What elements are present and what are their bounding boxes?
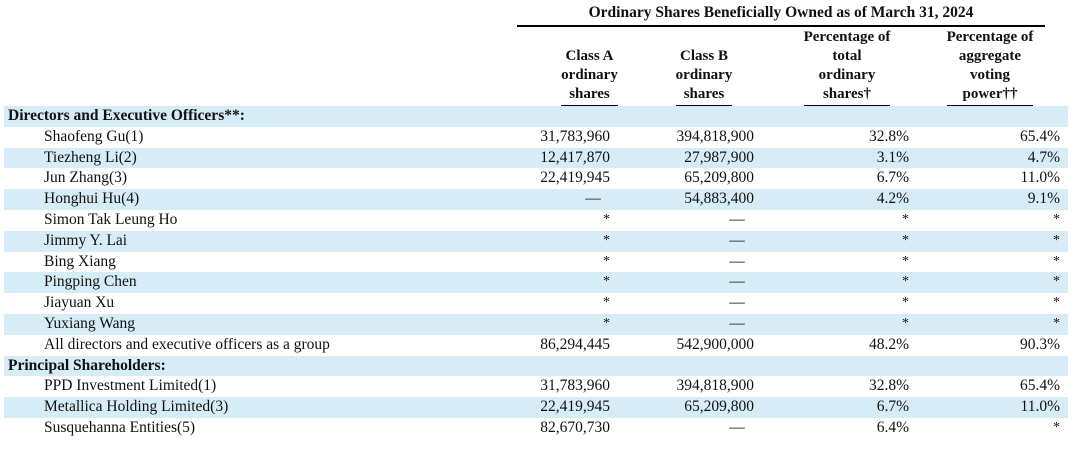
class-b-value: 54,883,400 [684, 190, 754, 208]
class-b-value: — [729, 294, 745, 312]
class-b-value: — [729, 231, 745, 249]
holder-name: Jiayuan Xu [44, 294, 115, 312]
pct-total-value: 6.7% [876, 398, 909, 416]
pct-total-value: 6.4% [876, 418, 909, 436]
class-b-value: 65,209,800 [684, 398, 754, 416]
section-title: Principal Shareholders: [8, 356, 166, 374]
pct-total-value: * [902, 295, 909, 311]
holder-name: Simon Tak Leung Ho [44, 210, 178, 228]
holder-name: Jimmy Y. Lai [44, 231, 128, 249]
class-a-value: 82,670,730 [540, 418, 610, 436]
class-b-value: — [729, 273, 745, 291]
table-row: Jiayuan Xu * — * * [4, 293, 1068, 314]
pct-total-value: 48.2% [868, 335, 909, 353]
pct-voting-value: * [1053, 295, 1060, 311]
class-b-value: 65,209,800 [684, 169, 754, 187]
table-row: Yuxiang Wang * — * * [4, 313, 1068, 335]
pct-voting-value: 90.3% [1019, 335, 1060, 353]
column-header-class-b: Class B ordinary shares [634, 28, 774, 106]
pct-total-value: 6.7% [876, 169, 909, 187]
table-row: Honghui Hu(4) — 54,883,400 4.2% 9.1% [4, 189, 1068, 210]
pct-total-value: 32.8% [868, 127, 909, 145]
pct-voting-value: * [1053, 419, 1060, 435]
table-row: Pingping Chen * — * * [4, 272, 1068, 294]
class-b-value: 542,900,000 [676, 335, 755, 353]
column-header-pct-voting: Percentage of aggregate voting power†† [925, 28, 1055, 106]
class-b-value: — [729, 418, 745, 436]
class-a-value: * [603, 315, 610, 331]
pct-total-value: * [902, 253, 909, 269]
pct-total-value: 3.1% [876, 148, 909, 166]
pct-voting-value: 11.0% [1020, 169, 1060, 187]
class-a-value: 86,294,445 [540, 335, 610, 353]
column-header-pct-total: Percentage of total ordinary shares† [778, 28, 916, 106]
holder-name: PPD Investment Limited(1) [44, 377, 217, 395]
table-row: Simon Tak Leung Ho * — * * [4, 210, 1068, 231]
pct-voting-value: 65.4% [1019, 127, 1060, 145]
class-a-value: * [603, 211, 610, 227]
pct-voting-value: * [1053, 274, 1060, 290]
table-group-header: Ordinary Shares Beneficially Owned as of… [517, 4, 1045, 27]
class-a-value: 31,783,960 [540, 377, 610, 395]
class-b-value: 394,818,900 [676, 377, 755, 395]
pct-voting-value: 4.7% [1027, 148, 1060, 166]
holder-name: Tiezheng Li(2) [44, 148, 137, 166]
class-b-value: 27,987,900 [684, 148, 754, 166]
table-row: Bing Xiang * — * * [4, 252, 1068, 273]
pct-total-value: * [902, 274, 909, 290]
holder-name: Yuxiang Wang [44, 314, 136, 332]
pct-voting-value: 9.1% [1027, 190, 1060, 208]
holder-name: Shaofeng Gu(1) [44, 127, 144, 145]
holder-name: Metallica Holding Limited(3) [44, 398, 229, 416]
pct-total-value: * [902, 211, 909, 227]
class-b-value: — [729, 314, 745, 332]
section-header-row: Principal Shareholders: [4, 355, 1068, 377]
holder-name: Pingping Chen [44, 273, 137, 291]
pct-voting-value: * [1053, 211, 1060, 227]
class-a-value: * [603, 232, 610, 248]
class-b-value: — [729, 252, 745, 270]
class-a-value: 31,783,960 [540, 127, 610, 145]
table-row: Shaofeng Gu(1) 31,783,960 394,818,900 32.8%… [4, 127, 1068, 148]
class-b-value: 394,818,900 [676, 127, 755, 145]
class-a-value: * [603, 295, 610, 311]
pct-total-value: 32.8% [868, 377, 909, 395]
class-a-value: 12,417,870 [540, 148, 610, 166]
pct-voting-value: 11.0% [1020, 398, 1060, 416]
table-row: All directors and executive officers as … [4, 335, 1068, 356]
pct-voting-value: 65.4% [1019, 377, 1060, 395]
pct-total-value: 4.2% [876, 190, 909, 208]
class-a-value: * [603, 274, 610, 290]
class-a-value: 22,419,945 [540, 169, 610, 187]
class-b-value: — [729, 210, 745, 228]
pct-voting-value: * [1053, 315, 1060, 331]
table-row: PPD Investment Limited(1) 31,783,960 394,8… [4, 376, 1068, 397]
pct-total-value: * [902, 315, 909, 331]
pct-total-value: * [902, 232, 909, 248]
table-row: Jimmy Y. Lai * — * * [4, 230, 1068, 252]
section-title: Directors and Executive Officers**: [8, 107, 245, 124]
table-body: Directors and Executive Officers**: Shaof… [0, 106, 1080, 439]
table-row: Jun Zhang(3) 22,419,945 65,209,800 6.7% 11.0… [4, 168, 1068, 189]
holder-name: Bing Xiang [44, 252, 116, 270]
holder-name: Honghui Hu(4) [44, 190, 140, 208]
holder-name: Susquehanna Entities(5) [44, 418, 196, 436]
column-header-class-a: Class A ordinary shares [517, 28, 662, 106]
pct-voting-value: * [1053, 232, 1060, 248]
table-row: Susquehanna Entities(5) 82,670,730 — 6.4% * [4, 418, 1068, 439]
table-row: Metallica Holding Limited(3) 22,419,945 65… [4, 397, 1068, 418]
table-row: Tiezheng Li(2) 12,417,870 27,987,900 3.1% 4.… [4, 147, 1068, 169]
class-a-value: * [603, 253, 610, 269]
holder-name: All directors and executive officers as … [44, 335, 330, 353]
section-header-row: Directors and Executive Officers**: [4, 106, 1068, 127]
holder-name: Jun Zhang(3) [44, 169, 128, 187]
pct-voting-value: * [1053, 253, 1060, 269]
class-a-value: 22,419,945 [540, 398, 610, 416]
class-a-value: — [585, 190, 601, 208]
